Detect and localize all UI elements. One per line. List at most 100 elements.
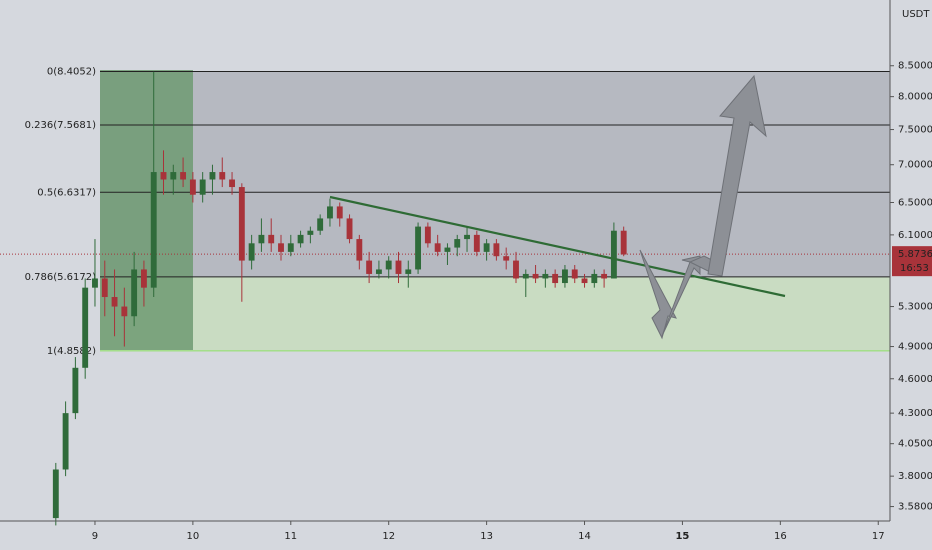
candle-body — [219, 172, 226, 180]
candle-body — [229, 179, 235, 188]
fib-band — [100, 276, 890, 351]
countdown-label: 16:53 — [900, 263, 929, 274]
down-arrow — [639, 249, 677, 340]
candle-body — [415, 226, 422, 270]
y-tick-label: 4.0500 — [898, 439, 932, 450]
y-tick-label: 3.8000 — [898, 471, 932, 482]
last-price-label: 5.8736 — [898, 249, 932, 260]
candle-body — [92, 278, 98, 288]
candle-body — [562, 269, 568, 284]
candle-body — [140, 269, 147, 288]
candle-body — [72, 367, 79, 414]
candle-body — [131, 269, 138, 317]
y-tick-label: 3.5800 — [898, 502, 932, 513]
candle-body — [366, 260, 373, 274]
trend-line — [329, 195, 786, 298]
candle-body — [395, 260, 402, 274]
fib-bands — [100, 71, 890, 351]
y-tick-label: 8.0000 — [898, 92, 932, 103]
candle-body — [375, 269, 382, 274]
candle-body — [180, 172, 187, 180]
candle-body — [209, 172, 216, 180]
candle-body — [150, 172, 157, 288]
x-tick-label: 17 — [872, 531, 885, 542]
fib-label: 0(8.4052) — [47, 66, 96, 77]
y-tick-label: 4.6000 — [898, 374, 932, 385]
candle-body — [464, 234, 470, 240]
y-tick-label: 5.3000 — [898, 302, 932, 313]
candle-body — [591, 273, 598, 284]
fib-label: 0.236(7.5681) — [25, 120, 97, 131]
candle-body — [581, 278, 588, 284]
candle-body — [248, 243, 255, 261]
axes: 8.5000 8.0000 7.5000 7.0000 6.5000 6.1000 5.30… — [92, 61, 932, 542]
candle-body — [297, 234, 304, 244]
candle-body — [101, 278, 108, 298]
x-tick-label: 11 — [284, 531, 297, 542]
candle-body — [444, 247, 451, 252]
candle-body — [336, 206, 343, 219]
candle-body — [62, 413, 69, 470]
candle-body — [238, 187, 245, 261]
candle-body — [552, 273, 559, 284]
y-tick-label: 4.9000 — [898, 342, 932, 353]
fib-band — [100, 124, 890, 193]
candle-body — [473, 234, 480, 252]
candle-body — [493, 243, 500, 257]
up-arrow — [707, 74, 767, 277]
x-tick-label: 10 — [187, 531, 200, 542]
candle-body — [483, 243, 490, 252]
candle-body — [385, 260, 392, 270]
fib-label: 1(4.8582) — [47, 346, 96, 357]
candle-body — [268, 234, 275, 244]
candle-body — [532, 273, 539, 279]
x-tick-label: 14 — [578, 531, 591, 542]
y-tick-label: 6.5000 — [898, 198, 932, 209]
candle-body — [454, 239, 461, 248]
candle-body — [610, 230, 617, 279]
candle-body — [620, 230, 627, 255]
fib-band — [100, 71, 890, 125]
candle-body — [307, 230, 314, 235]
x-tick-label: 15 — [675, 531, 689, 542]
candle-body — [258, 234, 265, 244]
candle-body — [405, 269, 412, 274]
candle-body — [189, 179, 196, 195]
range-box — [100, 70, 193, 350]
y-tick-label: 4.3000 — [898, 408, 932, 419]
candle-body — [121, 306, 128, 317]
x-tick-label: 12 — [382, 531, 395, 542]
candle-body — [522, 273, 529, 279]
candle-body — [52, 469, 59, 519]
x-tick-label: 13 — [480, 531, 493, 542]
candle-body — [542, 273, 549, 279]
candle-body — [287, 243, 294, 252]
candle-body — [601, 273, 608, 279]
x-tick-label: 16 — [774, 531, 787, 542]
candle-body — [356, 239, 363, 261]
last-price-box — [892, 246, 932, 277]
y-tick-label: 6.1000 — [898, 230, 932, 241]
y-tick-label: 8.5000 — [898, 61, 932, 72]
y-tick-label: 7.5000 — [898, 125, 932, 136]
fib-label: 0.5(6.6317) — [37, 187, 96, 198]
candle-body — [503, 256, 510, 261]
candle-body — [111, 297, 118, 307]
candle-body — [317, 218, 324, 231]
candle-body — [82, 287, 89, 368]
candle-body — [170, 172, 177, 180]
candle-body — [434, 243, 441, 252]
unit-label: USDT — [902, 9, 930, 20]
fib-label: 0.786(5.6172) — [25, 272, 97, 283]
x-tick-label: 9 — [92, 531, 98, 542]
candle-body — [278, 243, 284, 252]
y-tick-label: 7.0000 — [898, 160, 932, 171]
fib-band — [100, 192, 890, 277]
candle-body — [513, 260, 519, 279]
candle-body — [160, 172, 167, 180]
candle-body — [199, 179, 206, 195]
candle-body — [346, 218, 353, 240]
candle-body — [424, 226, 431, 244]
candle-body — [327, 206, 333, 219]
